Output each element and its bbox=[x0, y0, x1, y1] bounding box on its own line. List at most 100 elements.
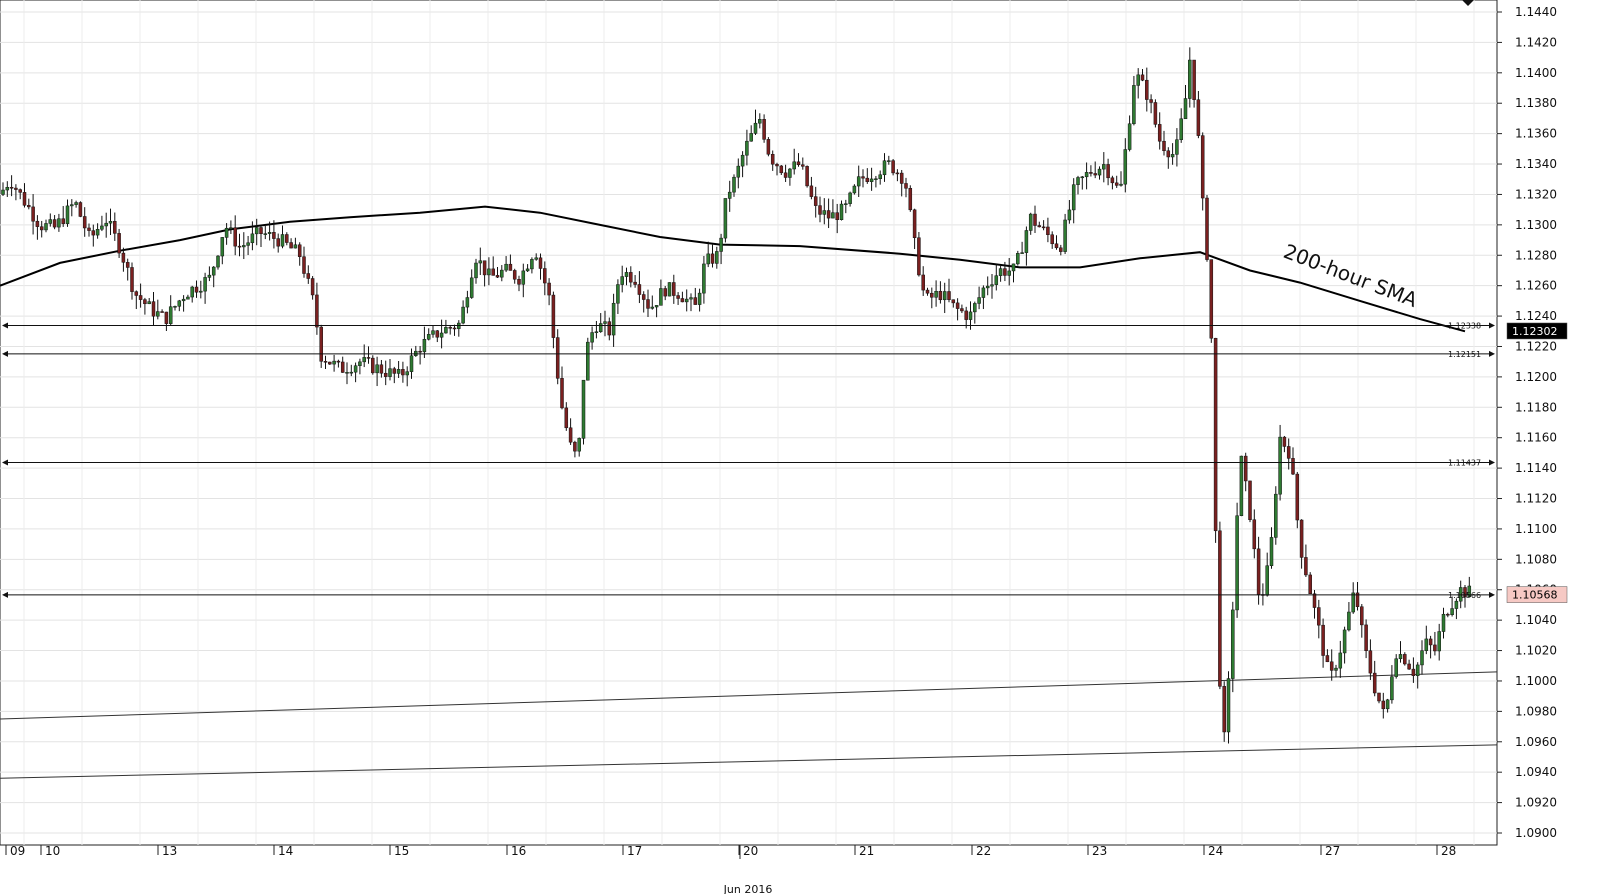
candle-body bbox=[607, 321, 612, 336]
candle-body bbox=[663, 288, 667, 297]
level-arrow-left bbox=[2, 350, 8, 357]
candle-body bbox=[586, 341, 590, 381]
candle-body bbox=[1166, 150, 1171, 158]
candle-body bbox=[1205, 197, 1209, 260]
candle-body bbox=[87, 227, 91, 231]
candle-body bbox=[1415, 664, 1420, 676]
candle-body bbox=[461, 306, 465, 324]
candle-body bbox=[65, 205, 70, 224]
candle-body bbox=[125, 262, 130, 268]
candle-body bbox=[1067, 209, 1072, 221]
candle-body bbox=[581, 379, 586, 439]
candle-body bbox=[551, 294, 556, 338]
candle-body bbox=[272, 232, 276, 239]
candle-body bbox=[616, 284, 620, 304]
candle-body bbox=[878, 174, 882, 179]
candle-body bbox=[1149, 99, 1153, 103]
y-tick-label: 1.1280 bbox=[1515, 248, 1557, 262]
candle-body bbox=[603, 321, 607, 324]
candle-body bbox=[328, 361, 332, 365]
level-arrow-left bbox=[2, 322, 8, 329]
candle-body bbox=[1020, 252, 1024, 254]
candle-body bbox=[1295, 473, 1300, 521]
candle-body bbox=[676, 295, 680, 299]
candle-body bbox=[917, 237, 921, 276]
level-arrow-right bbox=[1489, 591, 1495, 598]
candle-body bbox=[1213, 337, 1218, 532]
candle-body bbox=[70, 204, 74, 207]
candle-body bbox=[534, 257, 538, 260]
y-tick-label: 1.0940 bbox=[1515, 765, 1557, 779]
candle-body bbox=[130, 267, 134, 292]
candle-body bbox=[250, 233, 255, 244]
candle-body bbox=[1132, 85, 1136, 125]
y-tick-label: 1.1100 bbox=[1515, 522, 1557, 536]
candle-body bbox=[336, 360, 341, 363]
price-axis: 1.1440 1.1420 1.1400 1.1380 1.1360 1.1340 1.13… bbox=[1462, 0, 1568, 840]
candle-body bbox=[955, 302, 960, 309]
candle-body bbox=[345, 372, 349, 374]
candle-body bbox=[1385, 699, 1390, 710]
candle-body bbox=[749, 133, 753, 142]
candle-body bbox=[52, 219, 57, 228]
candle-body bbox=[568, 427, 573, 443]
candle-body bbox=[1463, 587, 1467, 598]
candle-body bbox=[654, 305, 659, 308]
date-axis: 09 10 13 14 15 16 17 20 21 22 23 24 27 28 bbox=[5, 844, 1456, 859]
candle-body bbox=[297, 244, 302, 257]
x-tick-label: 20 bbox=[743, 844, 758, 858]
x-tick-label: 16 bbox=[511, 844, 526, 858]
price-badge bbox=[1506, 586, 1568, 603]
candle-body bbox=[1200, 135, 1205, 199]
candle-body bbox=[702, 263, 706, 294]
candle-body bbox=[500, 269, 504, 278]
y-tick-label: 1.1360 bbox=[1515, 127, 1557, 141]
candle-body bbox=[319, 326, 323, 362]
candle-body bbox=[990, 284, 994, 287]
candle-body bbox=[1054, 243, 1059, 249]
candle-body bbox=[5, 186, 10, 191]
candle-body bbox=[1338, 652, 1343, 669]
candle-body bbox=[1024, 230, 1029, 253]
candle-body bbox=[822, 210, 827, 215]
candle-body bbox=[547, 282, 551, 296]
level-arrow-left bbox=[2, 591, 8, 598]
candle-body bbox=[1317, 607, 1321, 626]
candle-body bbox=[1394, 658, 1398, 677]
candle-body bbox=[1136, 74, 1140, 86]
candle-body bbox=[1278, 436, 1282, 495]
candle-body bbox=[1248, 480, 1252, 520]
candle-body bbox=[383, 372, 388, 377]
candle-body bbox=[856, 176, 861, 187]
candle-body bbox=[310, 278, 315, 296]
x-tick-label: 13 bbox=[162, 844, 177, 858]
candle-body bbox=[981, 287, 986, 298]
candle-body bbox=[869, 178, 874, 182]
candle-body bbox=[1007, 270, 1011, 276]
candle-body bbox=[27, 205, 31, 208]
candle-body bbox=[1041, 226, 1046, 229]
y-tick-label: 1.0960 bbox=[1515, 735, 1557, 749]
candle-body bbox=[899, 172, 904, 184]
candle-body bbox=[435, 330, 440, 338]
candle-body bbox=[156, 311, 160, 317]
candle-body bbox=[577, 438, 581, 452]
x-tick-label: 24 bbox=[1208, 844, 1223, 858]
candle-body bbox=[487, 268, 491, 276]
candle-body bbox=[263, 233, 268, 235]
candle-body bbox=[117, 233, 121, 254]
level-label: 1.12151 bbox=[1448, 350, 1481, 359]
y-tick-label: 1.1440 bbox=[1515, 5, 1557, 19]
candle-body bbox=[147, 301, 151, 305]
candle-body bbox=[1454, 600, 1459, 609]
level-arrow-right bbox=[1489, 322, 1495, 329]
candle-body bbox=[177, 300, 182, 307]
candle-body bbox=[620, 276, 624, 285]
candle-body bbox=[31, 206, 35, 222]
candle-body bbox=[426, 334, 431, 340]
candle-body bbox=[1235, 515, 1239, 611]
level-arrow-right bbox=[1489, 350, 1495, 357]
candle-body bbox=[826, 210, 831, 219]
x-tick-label: 28 bbox=[1441, 844, 1456, 858]
candle-body bbox=[1256, 548, 1261, 595]
